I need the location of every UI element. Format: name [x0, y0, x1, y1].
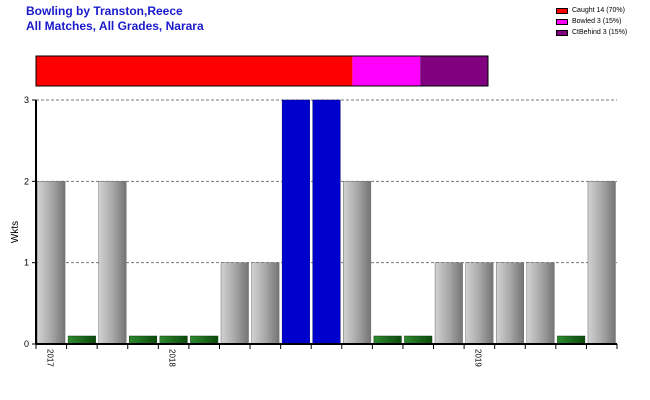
bar-7: [251, 262, 280, 345]
bar-17: [557, 335, 586, 345]
legend-swatch-bowled: [556, 18, 568, 25]
legend-label-bowled: Bowled 3 (15%): [572, 18, 622, 25]
legend-item-bowled: Bowled 3 (15%): [556, 16, 627, 27]
y-axis-label: Wkts: [10, 221, 21, 243]
legend-item-ctbehind: CtBehind 3 (15%): [556, 27, 627, 38]
legend-item-caught: Caught 14 (70%): [556, 5, 627, 16]
bar-8: [281, 99, 310, 345]
bar-4: [159, 335, 188, 345]
y-tick-label-1: 1: [24, 258, 29, 268]
y-tick-label-0: 0: [24, 339, 29, 349]
legend-label-caught: Caught 14 (70%): [572, 7, 625, 14]
bar-1: [67, 335, 96, 345]
legend-swatch-caught: [556, 7, 568, 14]
breakdown-segment-caught: [36, 56, 353, 86]
legend: Caught 14 (70%) Bowled 3 (15%) CtBehind …: [556, 5, 627, 38]
bars: [37, 99, 616, 345]
bar-3: [129, 335, 158, 345]
bar-2: [98, 181, 127, 345]
y-tick-label-2: 2: [24, 176, 29, 186]
axes: [32, 99, 618, 349]
legend-swatch-ctbehind: [556, 29, 568, 36]
x-year-label-2019: 2019: [473, 349, 482, 367]
chart-subtitle: All Matches, All Grades, Narara: [26, 19, 204, 33]
bar-10: [343, 181, 372, 345]
breakdown-border: [35, 55, 489, 87]
breakdown-segment-bowled: [352, 56, 421, 86]
breakdown-segment-ctbehind: [420, 56, 488, 86]
bar-18: [587, 181, 616, 345]
bar-0: [37, 181, 66, 345]
bar-12: [404, 335, 433, 345]
bar-14: [465, 262, 494, 345]
x-year-label-2018: 2018: [168, 349, 177, 367]
axis-labels: 0 1 2 3 Wkts 2017 2018 2019: [10, 95, 482, 367]
bar-15: [495, 262, 524, 345]
legend-label-ctbehind: CtBehind 3 (15%): [572, 29, 628, 36]
y-tick-label-3: 3: [24, 95, 29, 105]
chart-title: Bowling by Transton,Reece: [26, 4, 183, 18]
x-year-label-2017: 2017: [45, 349, 54, 367]
bar-9: [312, 99, 341, 345]
bar-5: [190, 335, 219, 345]
bar-13: [434, 262, 463, 345]
dismissal-breakdown-bar: [35, 55, 489, 87]
bar-16: [526, 262, 555, 345]
bar-6: [220, 262, 249, 345]
bar-11: [373, 335, 402, 345]
